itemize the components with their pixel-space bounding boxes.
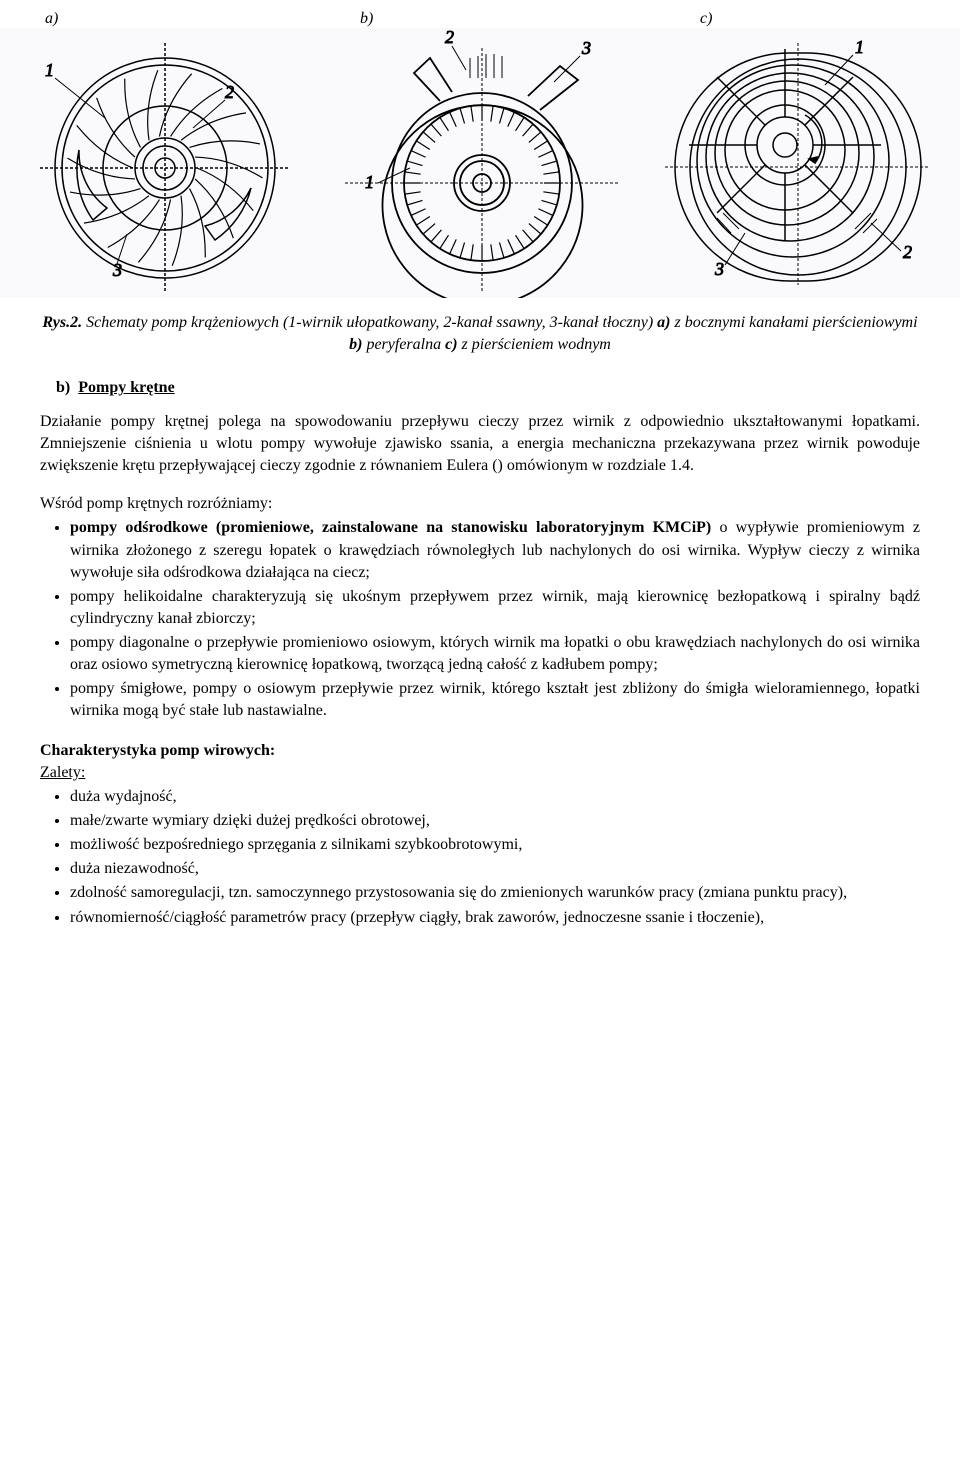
zalety-list: duża wydajność, małe/zwarte wymiary dzię… [0, 786, 960, 928]
svg-text:3: 3 [581, 38, 591, 58]
list-item: duża wydajność, [70, 786, 920, 808]
diagram-c: 1 2 3 [640, 28, 950, 298]
kinds-list: pompy odśrodkowe (promieniowe, zainstalo… [0, 517, 960, 742]
label-a: a) [30, 10, 275, 28]
kinds-intro: Wśród pomp krętnych rozróżniamy: [0, 495, 960, 517]
list-item: pompy helikoidalne charakteryzują się uk… [70, 586, 920, 630]
caption-a: a) [657, 314, 670, 331]
kind-strong: pompy odśrodkowe (promieniowe, zainstalo… [70, 519, 711, 536]
list-item: małe/zwarte wymiary dzięki dużej prędkoś… [70, 810, 920, 832]
diagram-b: 1 2 3 [325, 28, 635, 298]
list-item: równomierność/ciągłość parametrów pracy … [70, 907, 920, 929]
para-1: Działanie pompy krętnej polega na spowod… [0, 411, 960, 495]
svg-text:1: 1 [855, 37, 864, 57]
list-item: możliwość bezpośredniego sprzęgania z si… [70, 834, 920, 856]
figure-sublabels-row: a) b) c) [0, 0, 960, 28]
label-c: c) [590, 10, 930, 28]
svg-text:1: 1 [365, 172, 374, 192]
caption-bdesc: peryferalna [362, 336, 445, 353]
figure-row: 1 2 3 [0, 28, 960, 298]
diagram-a: 1 2 3 [10, 28, 320, 298]
svg-text:2: 2 [903, 242, 912, 262]
kind-rest: pompy śmigłowe, pompy o osiowym przepływ… [70, 680, 920, 719]
section-title: Pompy krętne [78, 379, 174, 396]
list-item: pompy diagonalne o przepływie promieniow… [70, 632, 920, 676]
caption-cdesc: z pierścieniem wodnym [458, 336, 611, 353]
caption-ref: Rys.2. [42, 314, 82, 331]
svg-text:2: 2 [445, 28, 454, 47]
list-item: pompy odśrodkowe (promieniowe, zainstalo… [70, 517, 920, 583]
list-item: duża niezawodność, [70, 858, 920, 880]
list-item: zdolność samoregulacji, tzn. samoczynneg… [70, 882, 920, 904]
caption-c: c) [445, 336, 457, 353]
caption-b: b) [349, 336, 362, 353]
svg-text:3: 3 [714, 259, 724, 279]
caption-text1: Schematy pomp krążeniowych (1-wirnik uło… [82, 314, 657, 331]
zalety-label: Zalety: [0, 764, 960, 786]
caption-adesc: z bocznymi kanałami pierścieniowymi [670, 314, 917, 331]
figure-caption: Rys.2. Schematy pomp krążeniowych (1-wir… [0, 298, 960, 379]
section-num: b) [56, 379, 70, 396]
svg-text:1: 1 [45, 60, 54, 80]
characteristics-heading: Charakterystyka pomp wirowych: [0, 742, 960, 764]
kind-rest: pompy diagonalne o przepływie promieniow… [70, 634, 920, 673]
section-heading: b) Pompy krętne [0, 379, 960, 411]
list-item: pompy śmigłowe, pompy o osiowym przepływ… [70, 678, 920, 722]
label-b: b) [275, 10, 590, 28]
svg-text:2: 2 [225, 82, 234, 102]
kind-rest: pompy helikoidalne charakteryzują się uk… [70, 588, 920, 627]
